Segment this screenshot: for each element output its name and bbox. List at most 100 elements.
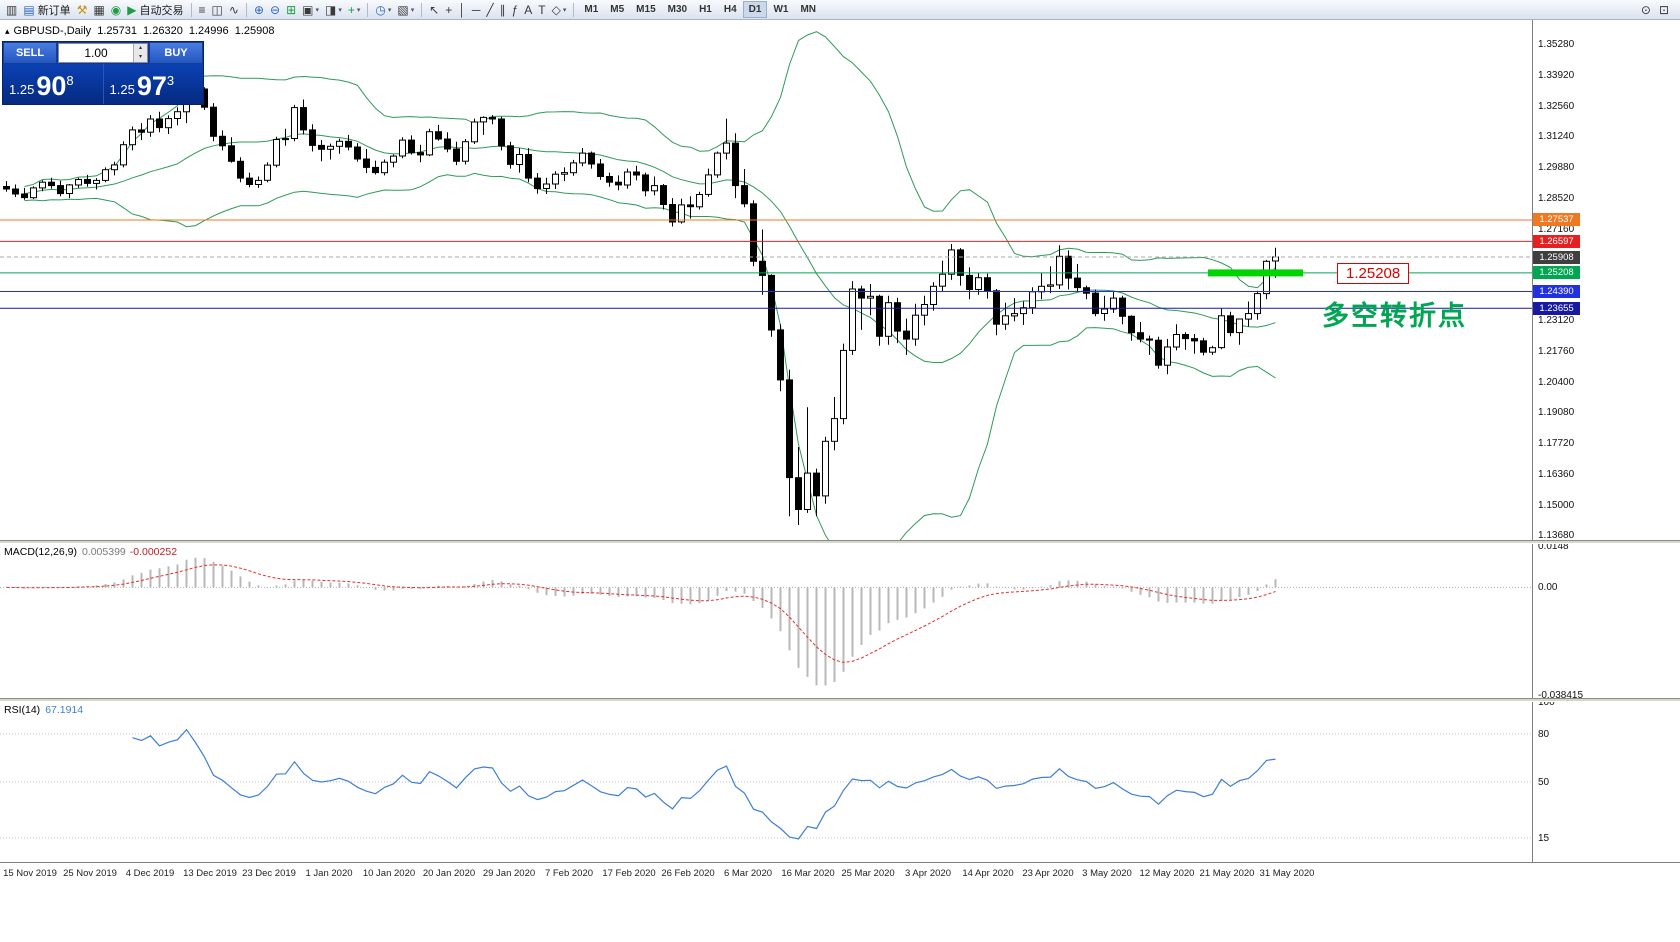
andrews-icon: A	[524, 2, 533, 17]
chevron-down-icon: ▾	[315, 6, 319, 14]
macd-axis-label: 0.0148	[1538, 541, 1569, 552]
zoom-out-button[interactable]: ⊖	[267, 1, 283, 19]
cursor-button[interactable]: ↖	[426, 1, 442, 19]
price-axis-label: 1.13680	[1538, 530, 1575, 541]
new-order-label: 新订单	[37, 4, 71, 17]
trendline-button[interactable]: ╱	[483, 1, 496, 19]
timeframe-m15[interactable]: M15	[636, 4, 656, 15]
price-chart-canvas[interactable]	[0, 20, 1532, 555]
date-axis-label: 3 May 2020	[1082, 868, 1132, 879]
zoom-in-button[interactable]: ⊕	[251, 1, 267, 19]
rsi-chart-canvas[interactable]	[0, 702, 1532, 862]
alerts-button[interactable]: ◉	[108, 1, 124, 19]
sell-price-pips: 90	[36, 71, 67, 101]
timeframe-h4[interactable]: H4	[723, 4, 737, 15]
price-axis-label: 1.17720	[1538, 438, 1575, 449]
scripts-button[interactable]: ⚒	[74, 1, 91, 19]
close-value: 1.25908	[234, 25, 275, 37]
price-axis-label: 1.21760	[1538, 346, 1575, 357]
bar-chart-button[interactable]: ≡	[196, 1, 209, 19]
pane-separator[interactable]	[0, 540, 1680, 544]
horizontal-line-button[interactable]: ─	[469, 1, 484, 19]
data-window-icon[interactable]: ⊙	[1640, 2, 1651, 17]
sell-price[interactable]: 1.25 90 8	[3, 64, 103, 104]
top-toolbar: ▥ ▤ 新订单 ⚒ ▦ ◉ ▶ 自动交易 ≡ ◫ ∿ ⊕ ⊖ ⊞ ▣ ▾ ◨ ▾ +…	[0, 0, 1680, 20]
zoom-in-icon: ⊕	[253, 2, 264, 17]
fibonacci-button[interactable]: ƒ	[509, 1, 522, 19]
period-button[interactable]: ◷ ▾	[372, 1, 394, 19]
new-order-icon: ▤	[23, 2, 35, 17]
tile-windows-button[interactable]: ⊞	[283, 1, 299, 19]
line-chart-button[interactable]: ∿	[226, 1, 242, 19]
open-value: 1.25731	[97, 25, 137, 37]
collapse-trade-panel-icon[interactable]: ▴	[5, 26, 10, 36]
sell-button[interactable]: SELL	[3, 42, 57, 64]
timeframe-m5[interactable]: M5	[610, 4, 625, 15]
candlestick-button[interactable]: ◫	[209, 1, 226, 19]
price-axis-label: 1.35280	[1538, 39, 1575, 50]
channel-icon: ∥	[499, 2, 506, 17]
andrews-pitchfork-button[interactable]: A	[521, 1, 535, 19]
price-axis-label: 1.16360	[1538, 469, 1575, 480]
price-marker-1.23655: 1.23655	[1533, 302, 1580, 315]
shapes-button[interactable]: ◇ ▾	[549, 1, 570, 19]
price-marker-1.25908: 1.25908	[1533, 251, 1580, 264]
date-axis-label: 25 Nov 2019	[63, 868, 117, 879]
volume-field-group: ▴ ▾	[58, 43, 148, 63]
rsi-name: RSI(14)	[4, 704, 41, 716]
chart-window-icon: ▦	[93, 2, 105, 17]
chevron-down-icon: ▾	[562, 6, 567, 14]
vertical-line-icon: │	[458, 2, 466, 17]
template-button[interactable]: ▧ ▾	[394, 1, 417, 19]
vertical-line-button[interactable]: │	[455, 1, 469, 19]
pane-separator[interactable]	[0, 698, 1680, 702]
chart-title: ▴ GBPUSD-,Daily 1.25731 1.26320 1.24996 1…	[5, 25, 277, 37]
buy-price[interactable]: 1.25 97 3	[102, 64, 204, 104]
channel-button[interactable]: ∥	[497, 1, 509, 19]
price-axis-label: 1.15000	[1538, 500, 1575, 511]
new-chart-button[interactable]: ▥	[3, 1, 20, 19]
volume-up-button[interactable]: ▴	[134, 44, 147, 53]
crosshair-button[interactable]: +	[442, 1, 455, 19]
arrange-windows-button[interactable]: ◨ ▾	[322, 1, 345, 19]
help-icon[interactable]: ⊡	[1658, 2, 1669, 17]
price-axis-label: 1.31240	[1538, 131, 1575, 142]
macd-chart-canvas[interactable]	[0, 544, 1532, 698]
volume-input[interactable]	[59, 44, 133, 62]
date-axis-label: 6 Mar 2020	[723, 868, 773, 879]
macd-name: MACD(12,26,9)	[4, 546, 77, 558]
cursor-icon: ↖	[429, 2, 440, 17]
price-axis-label: 1.23120	[1538, 315, 1575, 326]
macd-axis-label: -0.038415	[1538, 690, 1584, 701]
timeframe-h1[interactable]: H1	[699, 4, 712, 15]
date-axis-label: 31 May 2020	[1259, 868, 1315, 879]
toolbar-right-group: ⊙ ⊡	[1641, 2, 1677, 18]
date-axis-label: 17 Feb 2020	[602, 868, 656, 879]
bar-chart-icon: ≡	[198, 2, 206, 17]
price-axis[interactable]: 1.35280 1.33920 1.32560 1.31240 1.29880 1.285…	[1532, 20, 1680, 862]
timeframe-mn[interactable]: MN	[800, 4, 817, 15]
timeframe-m1[interactable]: M1	[584, 4, 599, 15]
autotrade-button[interactable]: ▶ 自动交易	[124, 1, 186, 19]
cascade-windows-button[interactable]: ▣ ▾	[299, 1, 322, 19]
text-label-button[interactable]: T	[535, 1, 548, 19]
timeframe-d1[interactable]: D1	[742, 1, 768, 18]
hammer-icon: ⚒	[76, 2, 88, 17]
volume-down-button[interactable]: ▾	[134, 53, 147, 62]
buy-price-base: 1.25	[109, 82, 135, 97]
date-axis[interactable]: 15 Nov 2019 25 Nov 2019 4 Dec 2019 13 Dec 2…	[0, 862, 1680, 885]
shapes-icon: ◇	[551, 2, 561, 17]
macd-axis-label: 0.00	[1538, 582, 1558, 593]
price-axis-label: 1.33920	[1538, 70, 1575, 81]
new-window-button[interactable]: + ▾	[345, 1, 364, 19]
buy-button[interactable]: BUY	[149, 42, 203, 64]
low-value: 1.24996	[188, 25, 229, 37]
price-marker-1.24390: 1.24390	[1533, 285, 1580, 298]
zoom-out-icon: ⊖	[270, 2, 281, 17]
market-watch-button[interactable]: ▦	[90, 1, 107, 19]
rsi-axis-label: 80	[1538, 729, 1550, 740]
new-order-button[interactable]: ▤ 新订单	[20, 1, 73, 19]
date-axis-label: 23 Apr 2020	[1022, 868, 1074, 879]
timeframe-w1[interactable]: W1	[773, 4, 789, 15]
timeframe-m30[interactable]: M30	[667, 4, 688, 15]
